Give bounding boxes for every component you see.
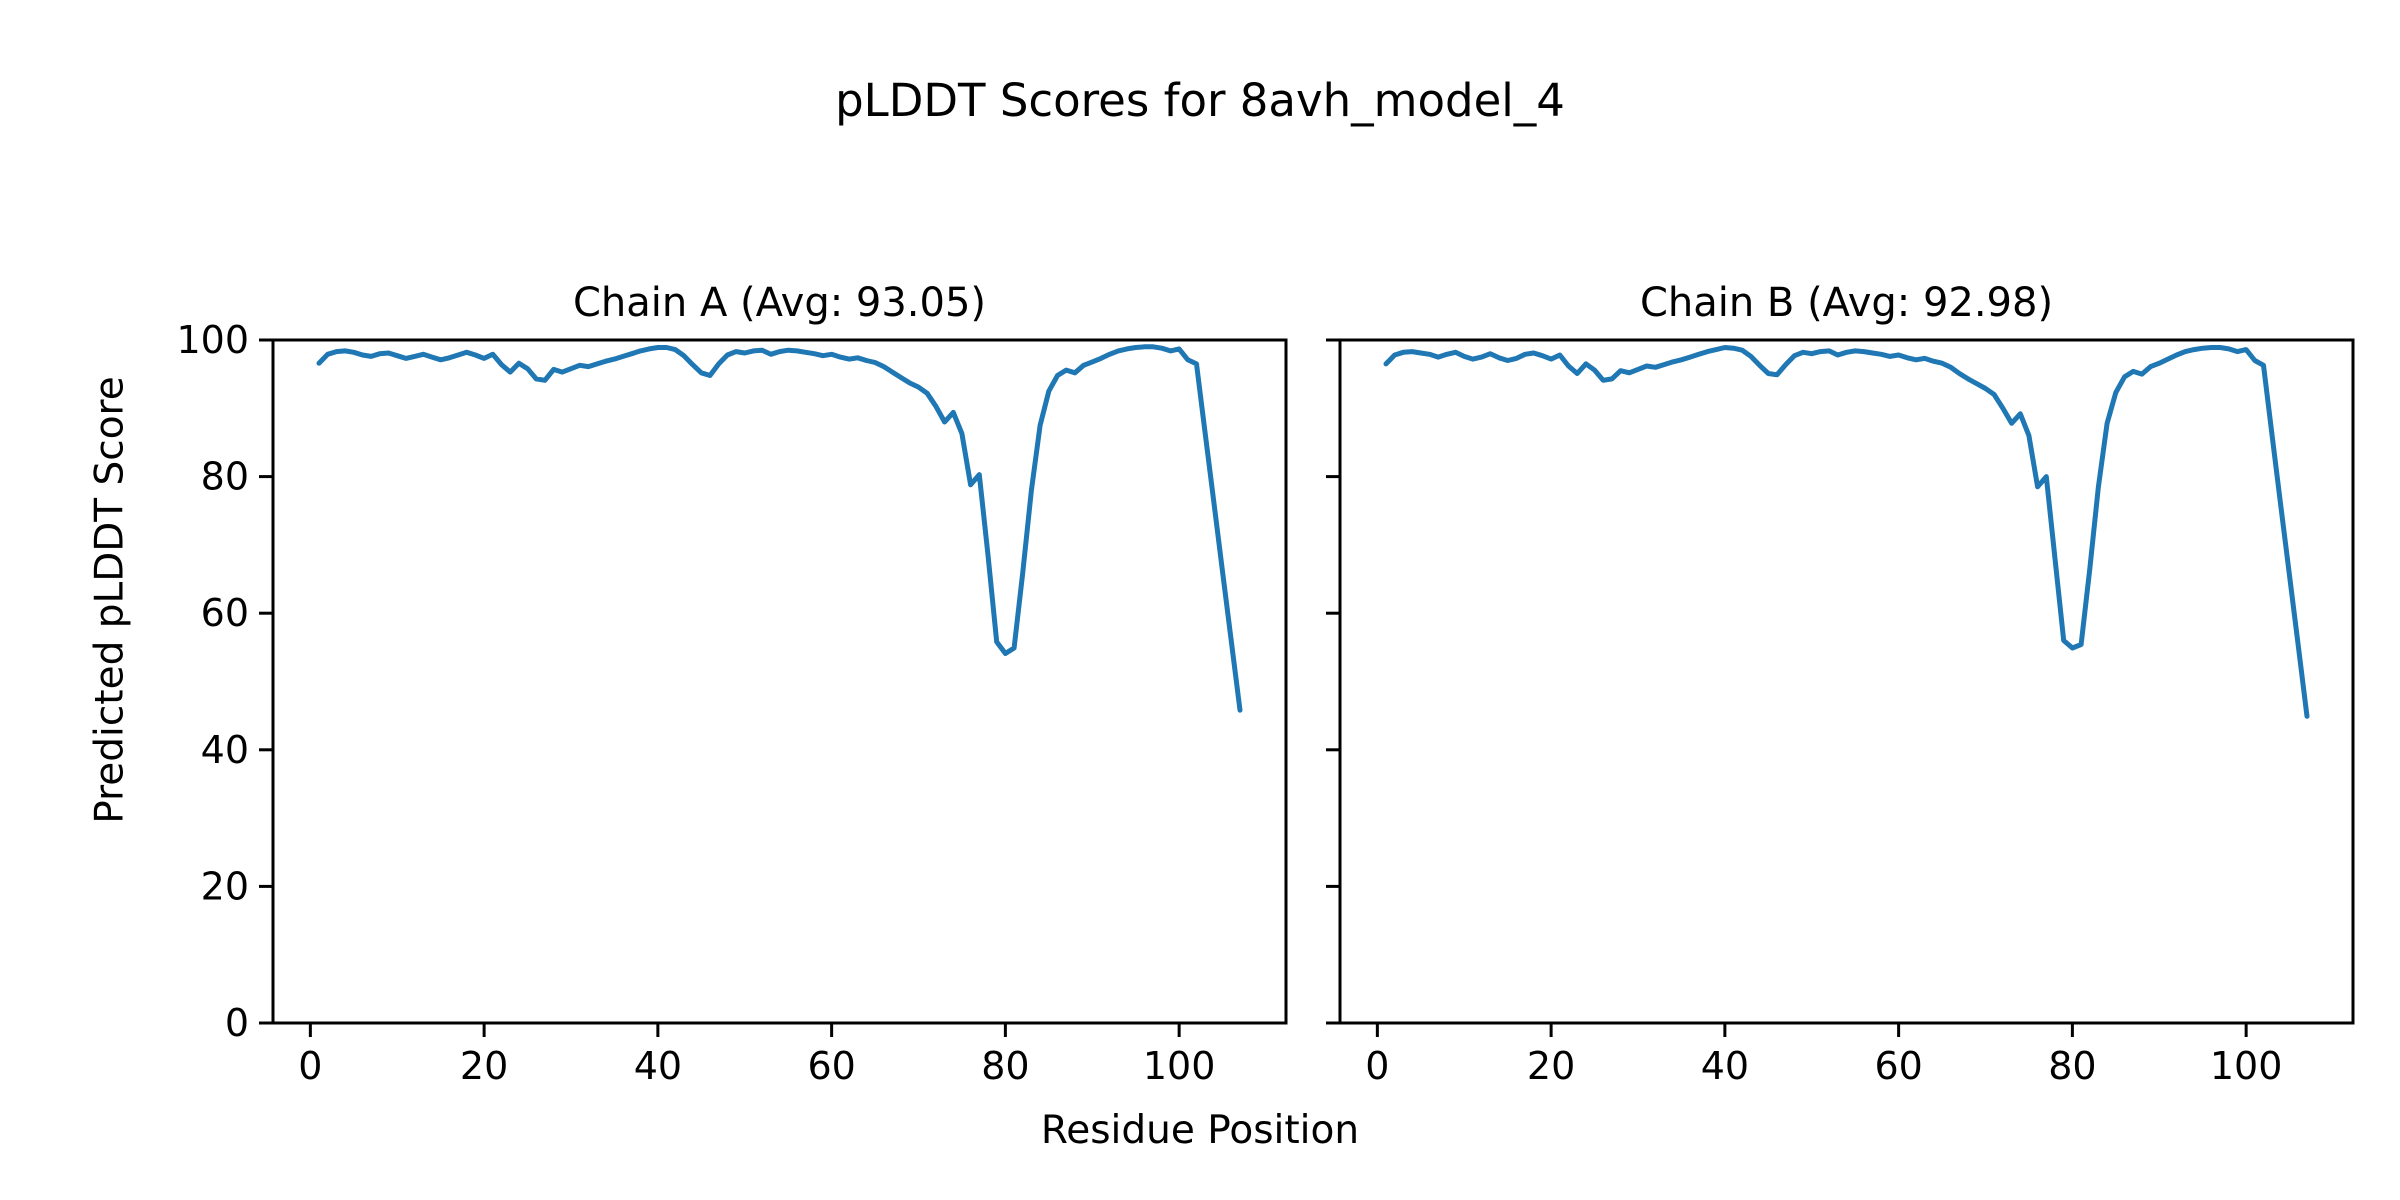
figure-title: pLDDT Scores for 8avh_model_4 xyxy=(835,74,1565,127)
y-tick-label-chain-a: 0 xyxy=(225,1001,249,1045)
x-tick-label-chain-a: 100 xyxy=(1143,1044,1216,1088)
x-tick-label-chain-b: 0 xyxy=(1365,1044,1389,1088)
y-tick-label-chain-a: 20 xyxy=(201,864,249,908)
y-axis-label: Predicted pLDDT Score xyxy=(87,376,133,824)
axes-spines-chain-a xyxy=(271,338,1288,1025)
y-tick-label-chain-a: 60 xyxy=(201,591,249,635)
plddt-line-chain-a xyxy=(316,344,1243,713)
x-axis-label: Residue Position xyxy=(1040,1108,1360,1153)
y-tick-label-chain-a: 40 xyxy=(201,728,249,772)
x-tick-label-chain-a: 80 xyxy=(981,1044,1029,1088)
x-tick-label-chain-b: 60 xyxy=(1874,1044,1922,1088)
plddt-line-chain-b xyxy=(1383,345,2310,719)
x-tick-label-chain-a: 40 xyxy=(634,1044,682,1088)
subplot-title-chain-a: Chain A (Avg: 93.05) xyxy=(572,280,987,326)
axes-spines-chain-b xyxy=(1338,338,2355,1025)
x-tick-label-chain-a: 20 xyxy=(460,1044,508,1088)
y-tick-label-chain-a: 100 xyxy=(176,318,249,362)
x-tick-label-chain-a: 0 xyxy=(298,1044,322,1088)
x-tick-label-chain-b: 100 xyxy=(2210,1044,2283,1088)
y-tick-label-chain-a: 80 xyxy=(201,455,249,499)
x-tick-label-chain-a: 60 xyxy=(807,1044,855,1088)
x-tick-label-chain-b: 80 xyxy=(2048,1044,2096,1088)
x-tick-label-chain-b: 40 xyxy=(1701,1044,1749,1088)
subplot-title-chain-b: Chain B (Avg: 92.98) xyxy=(1639,280,2054,326)
x-tick-label-chain-b: 20 xyxy=(1527,1044,1575,1088)
